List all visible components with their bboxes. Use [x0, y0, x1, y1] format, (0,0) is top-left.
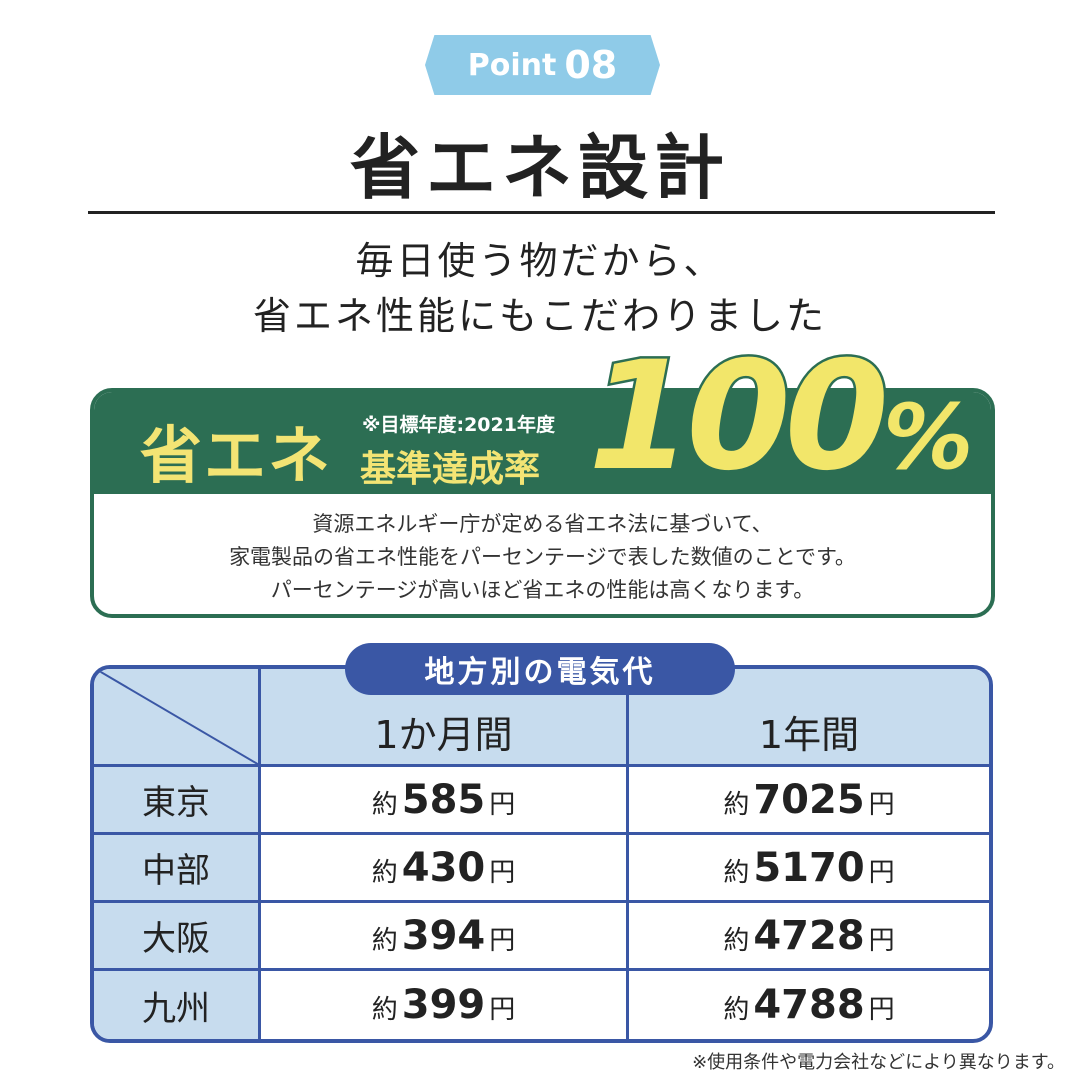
yen-suffix: 円 [489, 789, 516, 820]
cost-value: 399 [401, 982, 486, 1028]
energy-description: 資源エネルギー庁が定める省エネ法に基づいて、 家電製品の省エネ性能をパーセンテー… [94, 508, 991, 607]
approx-prefix: 約 [723, 995, 750, 1025]
badge-point: Point [467, 47, 557, 83]
cost-month: 約 585 円 [261, 767, 629, 835]
cost-year: 約 7025 円 [629, 767, 989, 835]
footnote: ※使用条件や電力会社などにより異なります。 [692, 1052, 1065, 1073]
cost-value: 7025 [753, 776, 865, 823]
region-label: 大阪 [94, 903, 261, 971]
yen-suffix: 円 [868, 995, 895, 1025]
cost-value: 4728 [753, 912, 865, 959]
cost-month: 約 430 円 [261, 835, 629, 903]
page-title: 省エネ設計 [350, 127, 730, 209]
cost-year: 約 4788 円 [629, 971, 989, 1039]
cost-year: 約 4728 円 [629, 903, 989, 971]
approx-prefix: 約 [723, 857, 750, 888]
region-label: 中部 [94, 835, 261, 903]
energy-label: 省エネ [140, 419, 333, 492]
description-line: 家電製品の省エネ性能をパーセンテージで表した数値のことです。 [229, 545, 856, 569]
yen-suffix: 円 [489, 925, 516, 956]
region-label: 東京 [94, 767, 261, 835]
cost-value: 5170 [753, 844, 865, 891]
region-label: 九州 [94, 971, 261, 1039]
cost-value: 430 [401, 844, 486, 891]
subtitle-line-1: 毎日使う物だから、 [355, 239, 725, 283]
rate-unit: % [881, 383, 976, 493]
badge-number: 08 [564, 43, 618, 87]
energy-box: 資源エネルギー庁が定める省エネ法に基づいて、 家電製品の省エネ性能をパーセンテー… [90, 388, 995, 618]
divider [88, 211, 995, 214]
yen-suffix: 円 [868, 925, 895, 956]
approx-prefix: 約 [371, 857, 398, 888]
description-line: 資源エネルギー庁が定める省エネ法に基づいて、 [312, 512, 773, 536]
yen-suffix: 円 [489, 995, 516, 1025]
energy-box-header [94, 392, 991, 494]
cost-value: 4788 [753, 982, 865, 1028]
approx-prefix: 約 [723, 925, 750, 956]
table-title: 地方別の電気代 [345, 643, 735, 695]
cost-value: 585 [401, 776, 486, 823]
description-line: パーセンテージが高いほど省エネの性能は高くなります。 [270, 578, 815, 602]
rate-number: 100 [585, 328, 891, 507]
cost-month: 約 399 円 [261, 971, 629, 1039]
subtitle-line-2: 省エネ性能にもこだわりました [252, 294, 827, 338]
point-badge: Point 08 [425, 35, 660, 95]
corner-cell [94, 669, 261, 767]
target-year-note: ※目標年度:2021年度 [362, 414, 555, 436]
electricity-cost-table: 1か月間 1年間 東京約 585 円約 7025 円中部約 430 円約 5170 円大阪約 39… [90, 665, 993, 1043]
diagonal-line [94, 669, 258, 765]
approx-prefix: 約 [371, 789, 398, 820]
cost-year: 約 5170 円 [629, 835, 989, 903]
yen-suffix: 円 [489, 857, 516, 888]
approx-prefix: 約 [371, 925, 398, 956]
rate-label: 基準達成率 [360, 449, 541, 490]
cost-value: 394 [401, 912, 486, 959]
approx-prefix: 約 [371, 995, 398, 1025]
cost-month: 約 394 円 [261, 903, 629, 971]
yen-suffix: 円 [868, 857, 895, 888]
yen-suffix: 円 [868, 789, 895, 820]
approx-prefix: 約 [723, 789, 750, 820]
rate-value: 100% [585, 328, 976, 507]
